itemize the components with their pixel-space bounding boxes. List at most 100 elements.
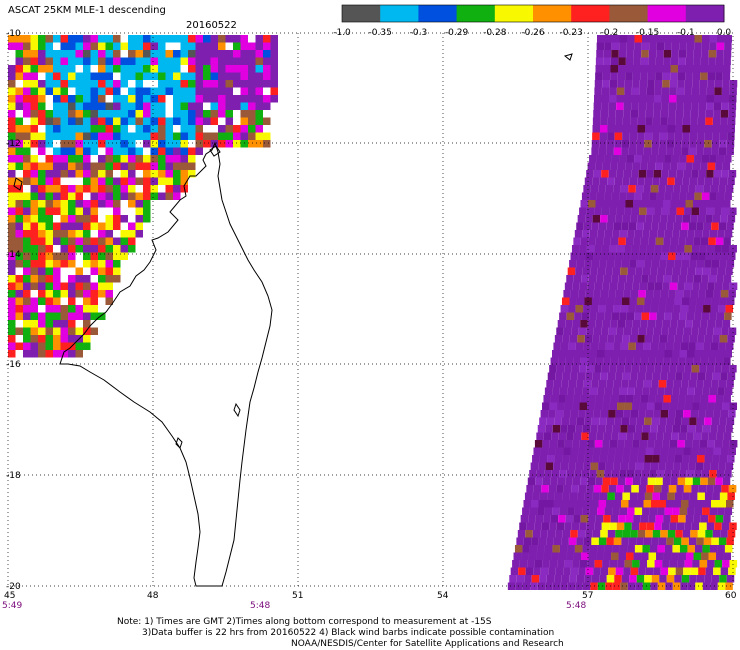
wind-cell: [619, 155, 627, 163]
wind-cell: [651, 380, 659, 388]
wind-cell: [45, 177, 53, 185]
wind-cell: [68, 65, 76, 73]
lat-tick-label: -18: [6, 471, 21, 481]
wind-cell: [23, 297, 31, 305]
wind-cell: [599, 417, 607, 425]
wind-cell: [684, 245, 692, 253]
wind-cell: [609, 95, 617, 103]
wind-cell: [564, 402, 573, 410]
wind-cell: [545, 462, 554, 470]
wind-cell: [719, 297, 727, 305]
wind-cell: [623, 485, 632, 493]
wind-cell: [726, 537, 734, 545]
wind-cell: [614, 455, 623, 463]
wind-cell: [15, 42, 23, 50]
wind-cell: [665, 185, 674, 193]
wind-cell: [717, 350, 725, 358]
swath-time-label: 5:48: [566, 601, 586, 611]
wind-cell: [722, 162, 731, 170]
wind-cell: [654, 560, 663, 568]
wind-cell: [549, 440, 558, 448]
wind-cell: [23, 57, 31, 65]
wind-cell: [8, 297, 16, 305]
wind-cell: [128, 162, 136, 170]
wind-cell: [709, 35, 717, 43]
wind-cell: [601, 102, 609, 110]
wind-cell: [53, 35, 61, 43]
wind-cell: [53, 342, 61, 350]
wind-cell: [722, 80, 730, 88]
wind-cell: [188, 125, 196, 133]
wind-cell: [68, 102, 76, 110]
wind-cell: [60, 95, 68, 103]
wind-cell: [660, 410, 669, 418]
wind-cell: [591, 222, 599, 230]
colorbar-swatch: [418, 5, 458, 22]
wind-cell: [716, 275, 724, 283]
wind-cell: [630, 372, 638, 380]
wind-cell: [590, 425, 598, 433]
wind-cell: [606, 297, 615, 305]
wind-cell: [677, 80, 685, 88]
wind-cell: [270, 72, 278, 80]
wind-cell: [680, 462, 689, 470]
wind-cell: [611, 275, 619, 283]
wind-cell: [655, 65, 663, 73]
wind-cell: [615, 372, 623, 380]
wind-cell: [644, 177, 653, 185]
wind-cell: [704, 260, 712, 268]
wind-cell: [60, 65, 68, 73]
wind-cell: [75, 230, 83, 238]
wind-cell: [255, 110, 263, 118]
wind-cell: [551, 552, 559, 560]
wind-cell: [30, 42, 38, 50]
wind-cell: [623, 327, 632, 335]
wind-cell: [203, 95, 211, 103]
colorbar-tick-label: -0.26: [521, 28, 545, 38]
wind-cell: [698, 447, 706, 455]
wind-cell: [586, 245, 595, 253]
wind-cell: [620, 185, 629, 193]
wind-cell: [597, 230, 605, 238]
wind-cell: [15, 282, 23, 290]
wind-cell: [558, 357, 566, 365]
wind-cell: [631, 327, 639, 335]
wind-cell: [690, 530, 698, 538]
wind-cell: [582, 350, 590, 358]
wind-cell: [8, 162, 16, 170]
wind-cell: [606, 537, 614, 545]
wind-cell: [714, 245, 722, 253]
wind-cell: [671, 312, 680, 320]
wind-cell: [623, 170, 632, 178]
wind-cell: [662, 320, 671, 328]
wind-cell: [75, 35, 83, 43]
wind-cell: [705, 110, 714, 118]
wind-cell: [726, 297, 735, 305]
wind-cell: [685, 357, 694, 365]
wind-cell: [75, 282, 83, 290]
wind-cell: [68, 125, 76, 133]
wind-cell: [248, 102, 256, 110]
wind-cell: [668, 110, 676, 118]
wind-cell: [602, 162, 611, 170]
wind-cell: [618, 200, 626, 208]
wind-cell: [724, 155, 732, 163]
wind-cell: [563, 410, 571, 418]
wind-cell: [8, 132, 16, 140]
wind-cell: [590, 305, 599, 313]
wind-cell: [575, 267, 583, 275]
wind-cell: [15, 245, 23, 253]
wind-cell: [568, 380, 577, 388]
wind-cell: [632, 320, 641, 328]
wind-cell: [113, 80, 121, 88]
wind-cell: [674, 492, 683, 500]
wind-cell: [53, 192, 61, 200]
wind-cell: [606, 147, 614, 155]
wind-cell: [569, 297, 577, 305]
wind-cell: [255, 42, 263, 50]
wind-cell: [548, 567, 556, 575]
wind-cell: [90, 140, 98, 148]
wind-cell: [676, 102, 684, 110]
wind-cell: [15, 192, 23, 200]
wind-cell: [195, 42, 203, 50]
